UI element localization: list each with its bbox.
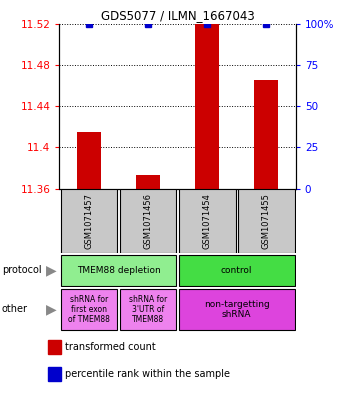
- Title: GDS5077 / ILMN_1667043: GDS5077 / ILMN_1667043: [101, 9, 255, 22]
- Text: TMEM88 depletion: TMEM88 depletion: [77, 266, 160, 275]
- Bar: [179, 289, 295, 330]
- Bar: [179, 189, 236, 253]
- Text: protocol: protocol: [2, 265, 41, 275]
- Text: transformed count: transformed count: [65, 342, 156, 353]
- Bar: [120, 289, 176, 330]
- Bar: [195, 24, 219, 189]
- Text: ▶: ▶: [46, 263, 56, 277]
- Text: GSM1071455: GSM1071455: [262, 193, 271, 249]
- Text: GSM1071456: GSM1071456: [143, 193, 153, 249]
- Text: percentile rank within the sample: percentile rank within the sample: [65, 369, 230, 379]
- Bar: [48, 367, 62, 381]
- Text: GSM1071457: GSM1071457: [85, 193, 94, 249]
- Text: ▶: ▶: [46, 303, 56, 316]
- Text: shRNA for
3'UTR of
TMEM88: shRNA for 3'UTR of TMEM88: [129, 295, 167, 324]
- Text: control: control: [221, 266, 253, 275]
- Text: non-targetting
shRNA: non-targetting shRNA: [204, 300, 270, 319]
- Bar: [120, 189, 176, 253]
- Bar: [61, 289, 117, 330]
- Bar: [61, 255, 176, 286]
- Bar: [179, 255, 295, 286]
- Text: GSM1071454: GSM1071454: [203, 193, 212, 249]
- Bar: [61, 189, 117, 253]
- Bar: [48, 340, 62, 354]
- Bar: [77, 132, 101, 189]
- Text: shRNA for
first exon
of TMEM88: shRNA for first exon of TMEM88: [68, 295, 110, 324]
- Bar: [136, 175, 160, 189]
- Bar: [254, 80, 278, 189]
- Text: other: other: [2, 305, 28, 314]
- Bar: [238, 189, 295, 253]
